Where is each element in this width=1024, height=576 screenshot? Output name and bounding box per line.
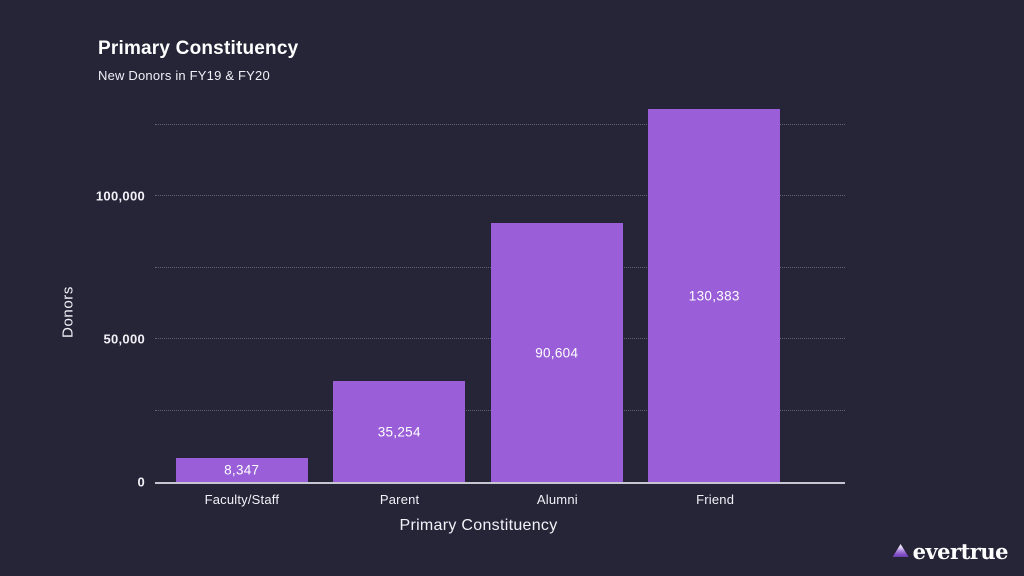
bar-value-label: 8,347 bbox=[224, 462, 260, 478]
x-tick-label-alumni: Alumni bbox=[536, 492, 578, 507]
mountain-triangle-icon bbox=[892, 544, 909, 557]
plot-area: 0 50,000 100,000 8,347 35,254 90,604 130,383 bbox=[96, 104, 845, 490]
bar-friend: 130,383 bbox=[648, 109, 781, 482]
bar-value-label: 35,254 bbox=[377, 424, 421, 439]
y-axis-title: Donors bbox=[59, 286, 77, 338]
y-tick-label-0: 0 bbox=[137, 474, 145, 490]
x-tick-label-parent: Parent bbox=[379, 492, 420, 507]
bar-value-label: 90,604 bbox=[535, 345, 579, 360]
bar-band-faculty-staff: 8,347 bbox=[163, 104, 321, 482]
x-axis-tick-labels: Faculty/Staff Parent Alumni Friend bbox=[163, 492, 794, 507]
bar-value-label: 130,383 bbox=[688, 288, 740, 303]
gridline bbox=[155, 123, 845, 125]
bar-alumni: 90,604 bbox=[490, 223, 623, 482]
y-tick-label-100-000: 100,000 bbox=[95, 188, 145, 204]
y-tick-label-50-000: 50,000 bbox=[103, 331, 145, 347]
x-axis-title: Primary Constituency bbox=[399, 517, 558, 534]
x-tick-label-faculty-staff: Faculty/Staff bbox=[204, 492, 280, 507]
evertrue-logo: evertrue bbox=[892, 539, 1009, 564]
bar-band-friend: 130,383 bbox=[636, 104, 794, 482]
chart-subtitle: New Donors in FY19 & FY20 bbox=[98, 68, 270, 83]
bar-band-alumni: 90,604 bbox=[478, 104, 636, 482]
x-tick-label-friend: Friend bbox=[696, 492, 735, 507]
bar-series: 8,347 35,254 90,604 130,383 bbox=[163, 104, 793, 482]
gridline bbox=[155, 195, 845, 197]
bar-faculty-staff: 8,347 bbox=[175, 458, 308, 482]
brand-wordmark: evertrue bbox=[912, 539, 1009, 564]
chart-title: Primary Constituency bbox=[98, 38, 299, 59]
bar-parent: 35,254 bbox=[333, 381, 466, 482]
bar-band-parent: 35,254 bbox=[321, 104, 479, 482]
